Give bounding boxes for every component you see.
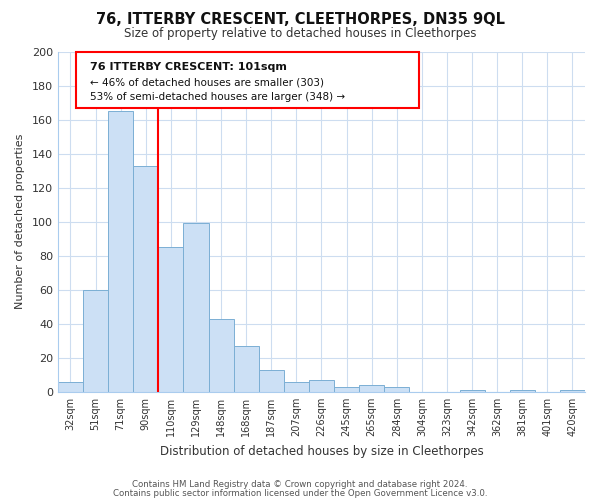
Text: ← 46% of detached houses are smaller (303): ← 46% of detached houses are smaller (30… bbox=[89, 77, 323, 87]
Bar bbox=[384, 387, 409, 392]
Bar bbox=[184, 224, 209, 392]
Bar bbox=[510, 390, 535, 392]
Text: 76, ITTERBY CRESCENT, CLEETHORPES, DN35 9QL: 76, ITTERBY CRESCENT, CLEETHORPES, DN35 … bbox=[95, 12, 505, 28]
Bar bbox=[259, 370, 284, 392]
Bar bbox=[108, 111, 133, 392]
Bar bbox=[284, 382, 309, 392]
Text: Contains HM Land Registry data © Crown copyright and database right 2024.: Contains HM Land Registry data © Crown c… bbox=[132, 480, 468, 489]
Text: 53% of semi-detached houses are larger (348) →: 53% of semi-detached houses are larger (… bbox=[89, 92, 344, 102]
Bar bbox=[460, 390, 485, 392]
X-axis label: Distribution of detached houses by size in Cleethorpes: Distribution of detached houses by size … bbox=[160, 444, 484, 458]
Bar bbox=[233, 346, 259, 392]
Bar bbox=[158, 247, 184, 392]
Text: Contains public sector information licensed under the Open Government Licence v3: Contains public sector information licen… bbox=[113, 488, 487, 498]
Y-axis label: Number of detached properties: Number of detached properties bbox=[15, 134, 25, 310]
Bar bbox=[209, 318, 233, 392]
Bar bbox=[560, 390, 585, 392]
Text: Size of property relative to detached houses in Cleethorpes: Size of property relative to detached ho… bbox=[124, 28, 476, 40]
Bar bbox=[58, 382, 83, 392]
Bar bbox=[309, 380, 334, 392]
Bar bbox=[83, 290, 108, 392]
Text: 76 ITTERBY CRESCENT: 101sqm: 76 ITTERBY CRESCENT: 101sqm bbox=[89, 62, 286, 72]
FancyBboxPatch shape bbox=[76, 52, 419, 108]
Bar bbox=[133, 166, 158, 392]
Bar bbox=[334, 387, 359, 392]
Bar bbox=[359, 385, 384, 392]
